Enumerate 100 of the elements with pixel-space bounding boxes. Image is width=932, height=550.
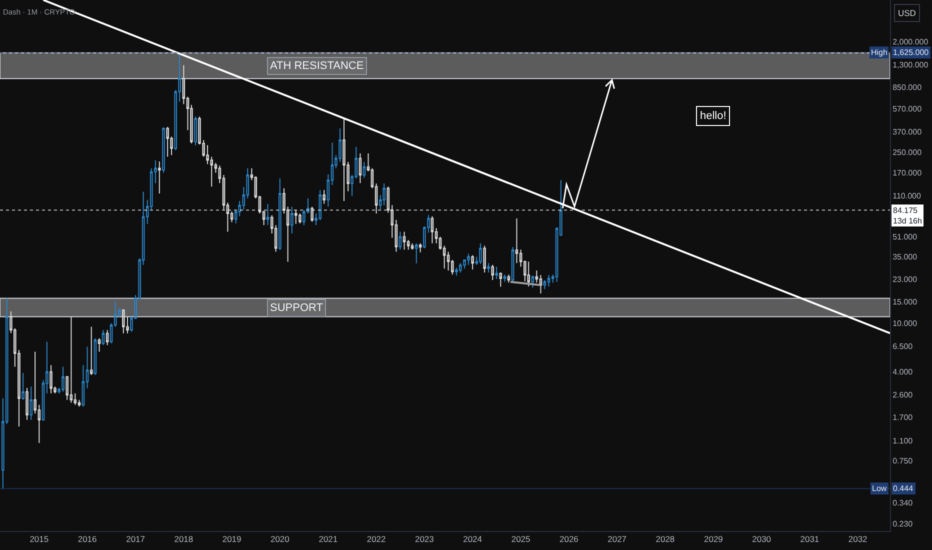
- y-tick-label: 370.000: [892, 127, 922, 136]
- candlestick: [418, 242, 422, 253]
- candlestick: [290, 206, 294, 234]
- ref-line-label: Low: [872, 484, 887, 493]
- candlestick: [511, 246, 514, 282]
- candlestick: [390, 204, 394, 238]
- x-tick-label: 2030: [752, 534, 772, 544]
- candlestick: [182, 64, 186, 105]
- candlestick: [330, 142, 334, 186]
- candlestick: [535, 270, 538, 284]
- y-tick-label: 1,625.000: [893, 48, 930, 57]
- candlestick: [134, 294, 137, 320]
- x-tick-label: 2017: [126, 534, 146, 544]
- candlestick: [226, 202, 230, 232]
- candlestick: [62, 366, 64, 392]
- candlestick: [370, 168, 374, 189]
- y-tick-label: 0.230: [892, 519, 914, 528]
- candlestick: [270, 214, 274, 234]
- candlestick: [146, 199, 149, 224]
- ref-line-label: 13d 16h: [893, 216, 922, 226]
- candlestick: [423, 226, 426, 249]
- candlestick: [286, 206, 290, 262]
- x-tick-label: 2031: [800, 534, 820, 544]
- candlestick: [178, 52, 181, 102]
- candlestick: [262, 210, 266, 226]
- y-tick-label: 1.100: [892, 436, 914, 446]
- candlestick: [94, 338, 97, 376]
- candlestick: [38, 404, 41, 444]
- y-tick-label: 4.000: [892, 368, 914, 377]
- x-tick-label: 2018: [174, 534, 194, 544]
- ref-line-label: High: [871, 48, 888, 57]
- annotation: hello!: [700, 110, 726, 122]
- candlestick: [238, 200, 241, 217]
- candlestick: [274, 224, 278, 252]
- candlestick: [5, 298, 8, 424]
- candlestick: [406, 239, 410, 250]
- candlestick: [519, 249, 522, 268]
- candlestick: [479, 242, 482, 265]
- candlestick: [503, 274, 506, 282]
- candlestick: [2, 398, 4, 490]
- candlestick: [499, 272, 502, 288]
- candlestick: [250, 168, 254, 181]
- y-tick-label: 570.000: [892, 104, 922, 114]
- band-label: SUPPORT: [270, 302, 324, 314]
- candlestick: [50, 364, 52, 394]
- candlestick: [438, 236, 442, 250]
- candlestick: [13, 328, 16, 368]
- x-tick-label: 2032: [848, 534, 868, 544]
- candlestick: [102, 330, 105, 346]
- y-tick-label: 250.000: [892, 148, 922, 158]
- candlestick: [551, 274, 554, 284]
- candlestick: [382, 182, 386, 206]
- y-tick-label: 110.000: [892, 192, 922, 201]
- candlestick: [463, 259, 466, 270]
- candlestick: [118, 308, 121, 318]
- candlestick: [58, 387, 60, 394]
- x-tick-label: 2022: [366, 534, 386, 544]
- candlestick: [166, 126, 169, 158]
- y-tick-label: 2,000.000: [892, 38, 929, 47]
- candlestick: [82, 364, 85, 408]
- candlestick: [442, 245, 446, 270]
- candlestick: [507, 274, 510, 284]
- candlestick: [398, 231, 402, 250]
- candlestick: [214, 162, 218, 174]
- candlestick: [150, 168, 153, 210]
- x-tick-label: 2027: [608, 534, 627, 544]
- y-tick-label: 1.700: [892, 413, 914, 422]
- candlestick: [394, 219, 398, 252]
- candlestick: [130, 316, 133, 332]
- candlestick: [314, 212, 318, 226]
- candlestick: [222, 174, 226, 210]
- candlestick: [194, 116, 197, 146]
- candlestick: [42, 380, 45, 422]
- candlestick: [246, 168, 250, 199]
- candlestick: [434, 228, 438, 244]
- candlestick: [515, 218, 518, 264]
- y-axis-title: USD: [898, 8, 916, 18]
- candlestick: [78, 399, 81, 408]
- candlestick: [90, 326, 93, 376]
- candlestick: [302, 210, 306, 226]
- candlestick: [326, 174, 330, 208]
- candlestick: [298, 212, 302, 224]
- y-tick-label: 0.340: [892, 498, 914, 508]
- candlestick: [86, 346, 89, 389]
- y-tick-label: 2.600: [892, 390, 914, 400]
- candlestick: [318, 189, 322, 221]
- candlestick: [294, 210, 298, 224]
- candlestick: [282, 188, 286, 214]
- candlestick: [531, 275, 534, 288]
- y-tick-label: 1,300.000: [892, 60, 929, 70]
- y-tick-label: 35.000: [892, 252, 918, 262]
- candlestick: [218, 165, 222, 184]
- candlestick: [475, 256, 478, 266]
- candlestick: [491, 264, 494, 280]
- candlestick: [70, 316, 73, 404]
- candlestick: [374, 182, 378, 214]
- candlestick: [495, 266, 498, 280]
- x-tick-label: 2028: [656, 534, 675, 544]
- x-tick-label: 2021: [318, 534, 338, 544]
- y-tick-label: 10.000: [892, 319, 918, 328]
